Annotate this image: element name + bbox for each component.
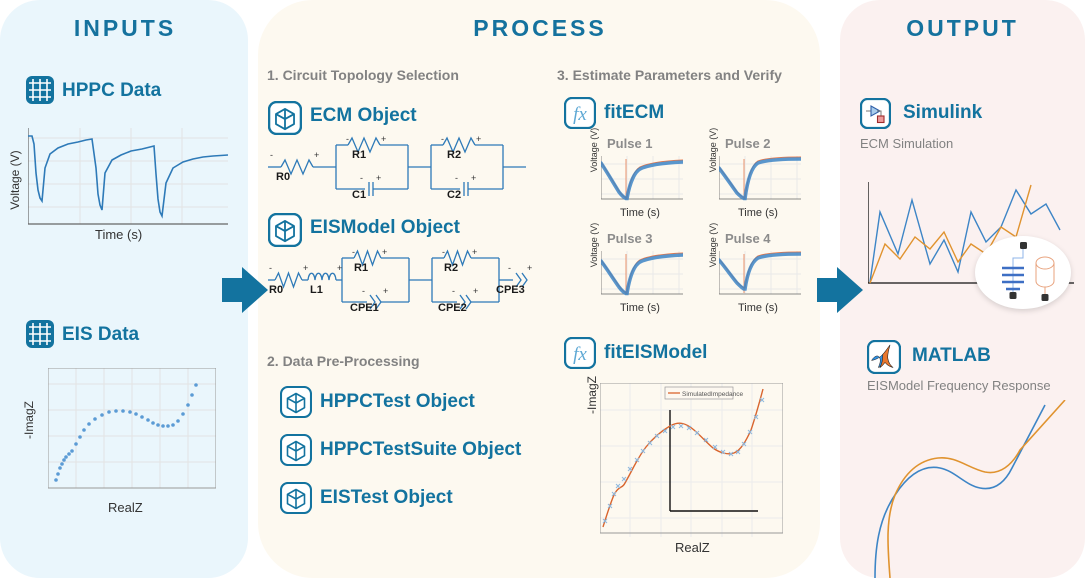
svg-text:+: +	[381, 135, 386, 144]
svg-text:L1: L1	[310, 284, 323, 296]
svg-text:SimulatedImpedance: SimulatedImpedance	[682, 391, 743, 398]
svg-text:C2: C2	[447, 189, 461, 200]
svg-text:-: -	[269, 263, 272, 273]
svg-text:-: -	[270, 150, 273, 160]
svg-text:-: -	[346, 135, 349, 144]
svg-text:+: +	[473, 286, 478, 296]
svg-text:+: +	[476, 135, 481, 144]
svg-text:-: -	[455, 173, 458, 183]
svg-text:fx: fx	[573, 104, 587, 125]
svg-text:R2: R2	[447, 149, 461, 161]
svg-text:-: -	[441, 135, 444, 144]
svg-text:+: +	[527, 263, 532, 273]
svg-text:-: -	[360, 173, 363, 183]
svg-text:+: +	[303, 263, 308, 273]
svg-text:+: +	[471, 173, 476, 183]
svg-text:R0: R0	[269, 284, 283, 296]
svg-text:-: -	[362, 286, 365, 296]
svg-text:R1: R1	[352, 149, 366, 161]
svg-text:-: -	[452, 286, 455, 296]
svg-text:CPE1: CPE1	[350, 302, 379, 313]
svg-text:+: +	[337, 263, 342, 273]
svg-text:CPE3: CPE3	[496, 284, 525, 296]
svg-text:+: +	[382, 248, 387, 257]
svg-text:+: +	[314, 150, 319, 160]
svg-text:R2: R2	[444, 262, 458, 274]
svg-text:+: +	[472, 248, 477, 257]
svg-text:-: -	[442, 248, 445, 257]
svg-text:+: +	[383, 286, 388, 296]
svg-text:+: +	[376, 173, 381, 183]
svg-text:R1: R1	[354, 262, 368, 274]
svg-text:-: -	[508, 263, 511, 273]
svg-text:R0: R0	[276, 171, 290, 183]
svg-text:CPE2: CPE2	[438, 302, 467, 313]
svg-text:-: -	[352, 248, 355, 257]
svg-text:C1: C1	[352, 189, 366, 200]
